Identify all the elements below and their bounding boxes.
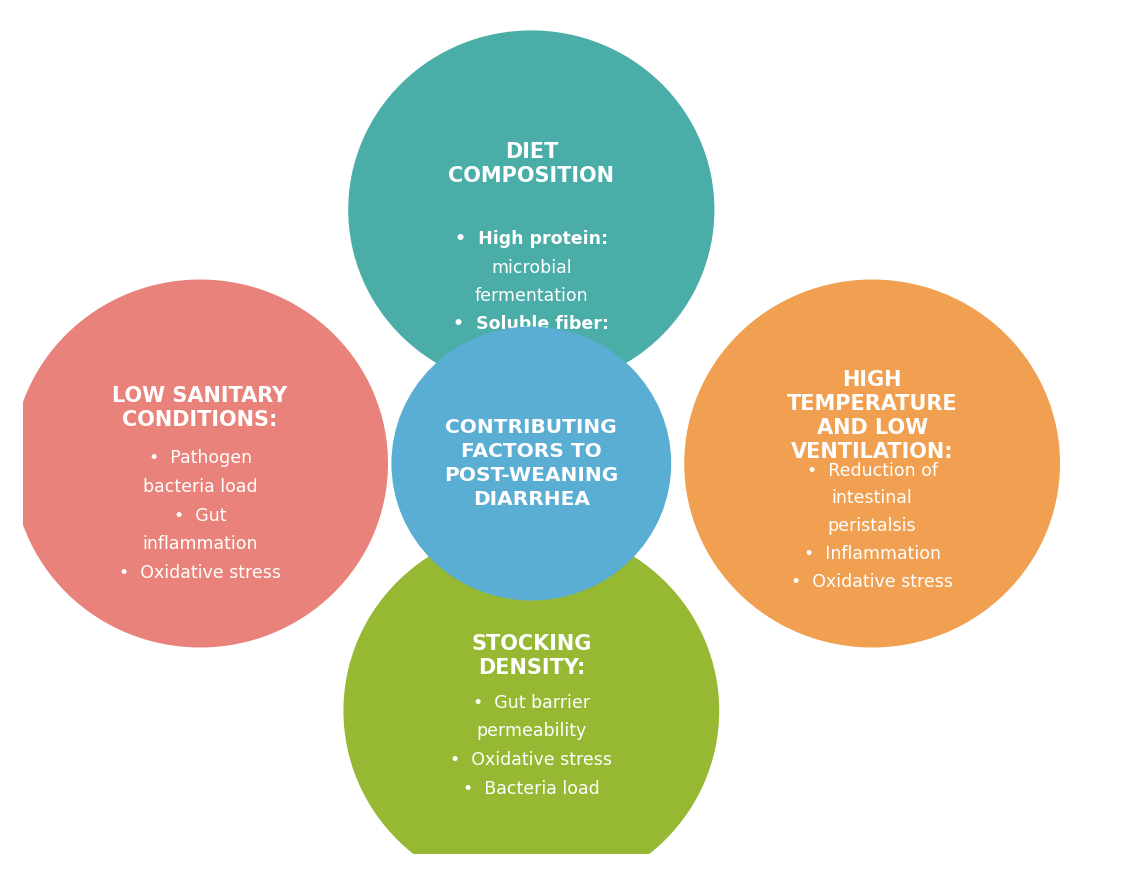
Text: inflammation: inflammation xyxy=(142,535,258,554)
Text: intestinal: intestinal xyxy=(832,489,912,508)
Text: STOCKING
DENSITY:: STOCKING DENSITY: xyxy=(471,634,591,678)
Circle shape xyxy=(12,280,387,647)
Text: bacteria load: bacteria load xyxy=(143,478,258,496)
Text: DIET
COMPOSITION: DIET COMPOSITION xyxy=(448,142,615,186)
Text: •  Pathogen: • Pathogen xyxy=(149,450,252,467)
Text: •  Oxidative stress: • Oxidative stress xyxy=(119,564,282,582)
Text: •  Gut barrier: • Gut barrier xyxy=(473,693,590,712)
Text: •  Oxidative stress: • Oxidative stress xyxy=(450,752,613,769)
Text: Gut viscosity: Gut viscosity xyxy=(475,343,588,361)
Text: LOW SANITARY
CONDITIONS:: LOW SANITARY CONDITIONS: xyxy=(113,386,288,430)
Circle shape xyxy=(392,327,670,600)
Circle shape xyxy=(685,280,1060,647)
Text: HIGH
TEMPERATURE
AND LOW
VENTILATION:: HIGH TEMPERATURE AND LOW VENTILATION: xyxy=(787,370,957,461)
Text: fermentation: fermentation xyxy=(474,287,588,304)
Text: •  Oxidative stress: • Oxidative stress xyxy=(792,573,953,590)
Circle shape xyxy=(345,527,718,880)
Text: permeability: permeability xyxy=(476,722,587,740)
Text: •  Reduction of: • Reduction of xyxy=(806,462,938,480)
Text: •  Inflammation: • Inflammation xyxy=(804,545,940,563)
Text: CONTRIBUTING
FACTORS TO
POST-WEANING
DIARRHEA: CONTRIBUTING FACTORS TO POST-WEANING DIA… xyxy=(444,418,618,510)
Text: •  Gut: • Gut xyxy=(173,507,226,524)
Text: peristalsis: peristalsis xyxy=(828,517,917,535)
Text: •  Bacteria load: • Bacteria load xyxy=(463,780,600,798)
Text: •  High protein:: • High protein: xyxy=(455,231,608,248)
Circle shape xyxy=(349,31,714,388)
Text: •  Soluble fiber:: • Soluble fiber: xyxy=(454,315,609,333)
Text: microbial: microbial xyxy=(491,259,572,276)
